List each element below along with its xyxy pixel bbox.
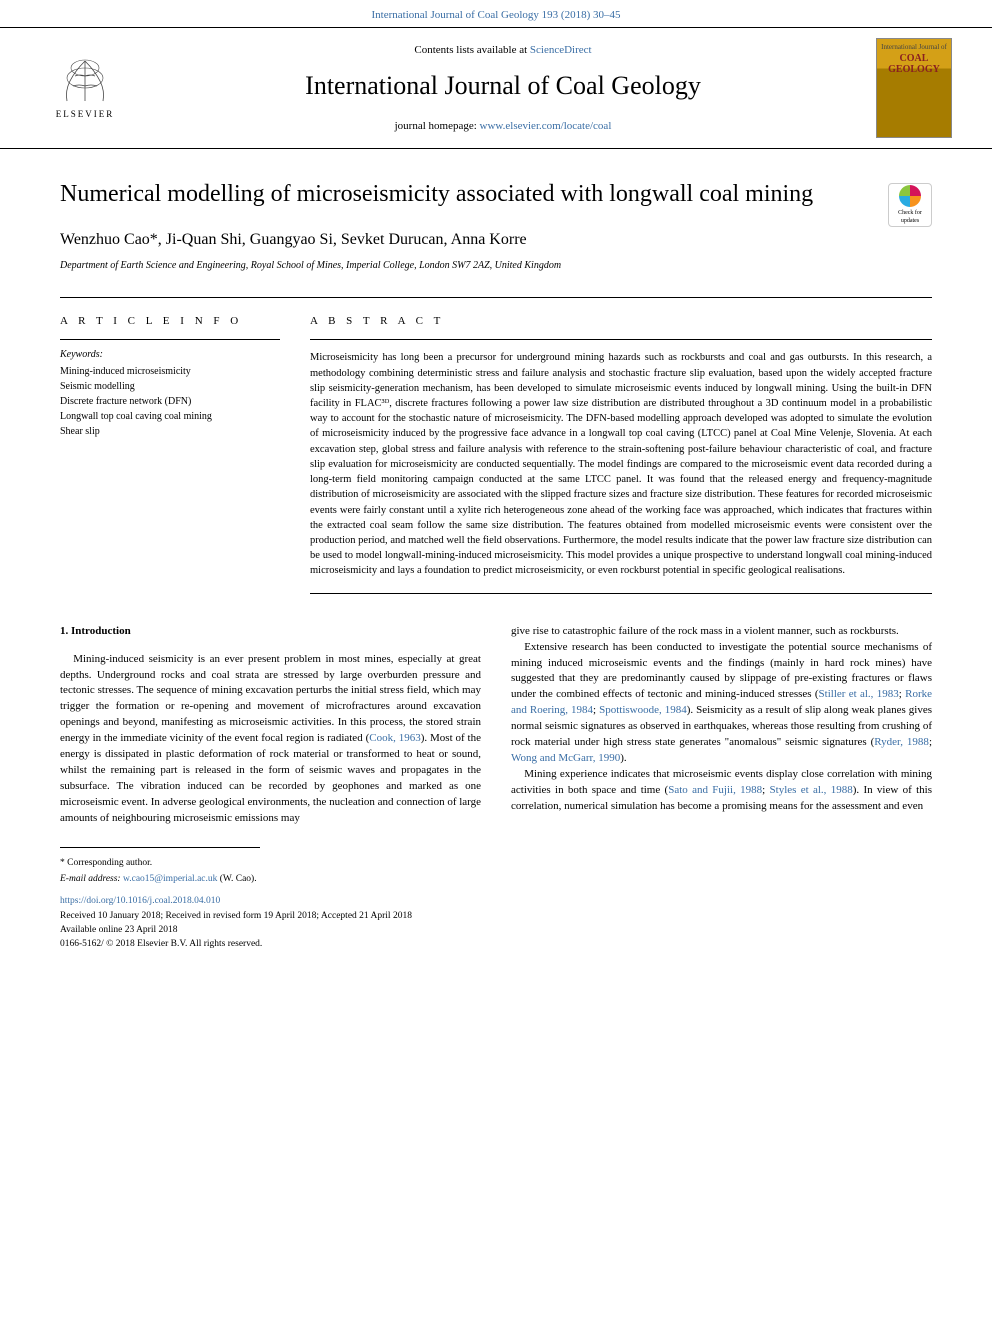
text: ; <box>762 784 769 796</box>
paragraph: Mining experience indicates that microse… <box>511 767 932 815</box>
elsevier-tree-icon <box>55 56 115 106</box>
citation-link[interactable]: Spottiswoode, 1984 <box>599 704 687 716</box>
article-title: Numerical modelling of microseismicity a… <box>60 179 868 210</box>
column-right: give rise to catastrophic failure of the… <box>511 624 932 827</box>
keywords-label: Keywords: <box>60 348 280 362</box>
elsevier-logo: ELSEVIER <box>40 43 130 133</box>
citation-link[interactable]: Ryder, 1988 <box>874 736 929 748</box>
text: Mining-induced seismicity is an ever pre… <box>60 653 481 745</box>
elsevier-text: ELSEVIER <box>56 108 115 121</box>
journal-cover-thumb: International Journal of COAL GEOLOGY <box>876 38 952 138</box>
keyword: Shear slip <box>60 424 280 439</box>
keyword: Seismic modelling <box>60 379 280 394</box>
footer-rule <box>60 847 260 848</box>
body-columns: 1. Introduction Mining-induced seismicit… <box>0 624 992 827</box>
citation-link[interactable]: Styles et al., 1988 <box>770 784 853 796</box>
text: ). Most of the energy is dissipated in p… <box>60 732 481 824</box>
paragraph: Mining-induced seismicity is an ever pre… <box>60 652 481 827</box>
abstract-heading: A B S T R A C T <box>310 314 932 329</box>
paragraph: Extensive research has been conducted to… <box>511 640 932 768</box>
journal-name: International Journal of Coal Geology <box>130 68 876 104</box>
homepage-link[interactable]: www.elsevier.com/locate/coal <box>480 120 612 132</box>
received-line: Received 10 January 2018; Received in re… <box>60 909 932 923</box>
section-heading: 1. Introduction <box>60 624 481 640</box>
citation-link[interactable]: Cook, 1963 <box>369 732 420 744</box>
abstract-bottom-rule <box>310 593 932 594</box>
doi-link[interactable]: https://doi.org/10.1016/j.coal.2018.04.0… <box>60 896 220 906</box>
thumb-top-text: International Journal of <box>877 43 951 53</box>
info-rule <box>60 339 280 340</box>
footer: * Corresponding author. E-mail address: … <box>0 827 992 982</box>
text: ). <box>620 752 626 764</box>
authors: Wenzhuo Cao*, Ji-Quan Shi, Guangyao Si, … <box>60 229 932 251</box>
corresponding-author: * Corresponding author. <box>60 856 932 870</box>
email-suffix: (W. Cao). <box>217 874 256 884</box>
citation-link[interactable]: Sato and Fujii, 1988 <box>668 784 762 796</box>
homepage-prefix: journal homepage: <box>395 120 480 132</box>
keyword: Discrete fracture network (DFN) <box>60 394 280 409</box>
keywords-list: Mining-induced microseismicity Seismic m… <box>60 364 280 439</box>
citation-link[interactable]: International Journal of Coal Geology 19… <box>372 9 621 21</box>
masthead: ELSEVIER Contents lists available at Sci… <box>0 27 992 149</box>
affiliation: Department of Earth Science and Engineer… <box>60 259 932 273</box>
info-abstract-row: A R T I C L E I N F O Keywords: Mining-i… <box>60 297 932 594</box>
thumb-title-2: GEOLOGY <box>888 64 940 75</box>
homepage-line: journal homepage: www.elsevier.com/locat… <box>130 119 876 134</box>
column-left: 1. Introduction Mining-induced seismicit… <box>60 624 481 827</box>
keyword: Longwall top coal caving coal mining <box>60 409 280 424</box>
citation-link[interactable]: Wong and McGarr, 1990 <box>511 752 620 764</box>
section-number: 1. <box>60 625 68 637</box>
paragraph: give rise to catastrophic failure of the… <box>511 624 932 640</box>
check-updates-label: Check for updates <box>889 209 931 226</box>
abstract-rule <box>310 339 932 340</box>
section-title: Introduction <box>71 625 131 637</box>
available-line: Available online 23 April 2018 <box>60 923 932 937</box>
thumb-title-1: COAL <box>900 53 929 64</box>
email-link[interactable]: w.cao15@imperial.ac.uk <box>123 874 217 884</box>
sciencedirect-link[interactable]: ScienceDirect <box>530 44 592 56</box>
article-info: A R T I C L E I N F O Keywords: Mining-i… <box>60 314 280 594</box>
article-header: Numerical modelling of microseismicity a… <box>0 149 992 593</box>
abstract-text: Microseismicity has long been a precurso… <box>310 350 932 578</box>
keyword: Mining-induced microseismicity <box>60 364 280 379</box>
citation-link[interactable]: Stiller et al., 1983 <box>819 688 899 700</box>
check-updates-icon <box>899 185 921 207</box>
contents-prefix: Contents lists available at <box>414 44 529 56</box>
check-updates-badge[interactable]: Check for updates <box>888 183 932 227</box>
doi-line: https://doi.org/10.1016/j.coal.2018.04.0… <box>60 894 932 908</box>
masthead-center: Contents lists available at ScienceDirec… <box>130 43 876 134</box>
thumb-title: COAL GEOLOGY <box>877 53 951 75</box>
copyright-line: 0166-5162/ © 2018 Elsevier B.V. All righ… <box>60 937 932 951</box>
info-heading: A R T I C L E I N F O <box>60 314 280 329</box>
abstract: A B S T R A C T Microseismicity has long… <box>310 314 932 594</box>
text: ; <box>929 736 932 748</box>
running-header: International Journal of Coal Geology 19… <box>0 0 992 27</box>
contents-line: Contents lists available at ScienceDirec… <box>130 43 876 58</box>
email-line: E-mail address: w.cao15@imperial.ac.uk (… <box>60 872 932 886</box>
email-label: E-mail address: <box>60 874 123 884</box>
